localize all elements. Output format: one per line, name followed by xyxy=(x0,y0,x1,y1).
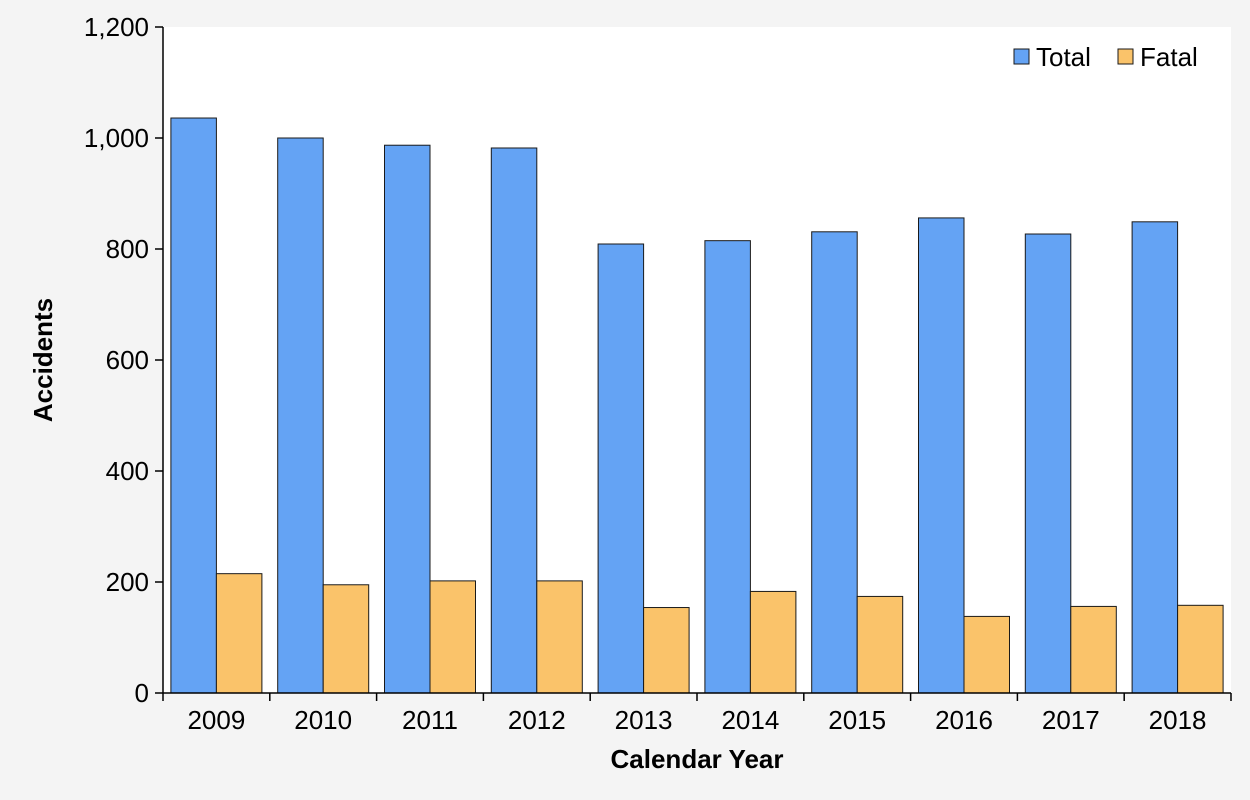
x-tick-label: 2009 xyxy=(187,705,245,735)
y-tick-label: 800 xyxy=(106,234,149,264)
y-tick-label: 1,000 xyxy=(84,123,149,153)
y-tick-label: 400 xyxy=(106,456,149,486)
x-tick-label: 2014 xyxy=(721,705,779,735)
bar-total-2009 xyxy=(170,117,217,694)
y-tick-label: 200 xyxy=(106,567,149,597)
legend-label-total: Total xyxy=(1036,42,1091,72)
bar-fatal-2009 xyxy=(215,573,263,694)
legend-swatch-fatal xyxy=(1117,48,1134,65)
bar-fatal-2012 xyxy=(536,580,583,694)
x-tick-label: 2013 xyxy=(615,705,673,735)
x-tick-label: 2012 xyxy=(508,705,566,735)
bar-fatal-2011 xyxy=(429,580,476,694)
bar-total-2010 xyxy=(277,137,324,694)
bar-total-2015 xyxy=(811,231,858,694)
x-tick-label: 2015 xyxy=(828,705,886,735)
bars-group xyxy=(170,117,1224,694)
bar-fatal-2013 xyxy=(643,607,690,694)
y-ticks-group: 0 200 400 600 800 1,000 1,200 xyxy=(84,12,163,708)
y-tick-label: 1,200 xyxy=(84,12,149,42)
bar-total-2013 xyxy=(597,243,645,694)
bar-fatal-2017 xyxy=(1070,605,1117,694)
x-ticks-group: 2009 2010 2011 2012 2013 2014 2015 2016 2017 2018 xyxy=(162,693,1232,735)
y-tick-label: 0 xyxy=(135,678,149,708)
x-tick-label: 2017 xyxy=(1042,705,1100,735)
bar-total-2018 xyxy=(1131,221,1179,694)
bar-total-2014 xyxy=(704,240,751,694)
y-axis-title: Accidents xyxy=(28,298,58,422)
bar-fatal-2018 xyxy=(1177,604,1224,694)
x-tick-label: 2011 xyxy=(402,705,458,735)
legend-label-fatal: Fatal xyxy=(1140,42,1198,72)
bar-fatal-2016 xyxy=(963,615,1010,694)
x-axis-title: Calendar Year xyxy=(611,744,784,774)
bar-fatal-2010 xyxy=(322,584,370,694)
bar-total-2012 xyxy=(490,147,538,694)
legend-swatch-total xyxy=(1013,48,1030,65)
x-tick-label: 2010 xyxy=(294,705,352,735)
y-tick-label: 600 xyxy=(106,345,149,375)
bar-total-2017 xyxy=(1024,233,1072,694)
bar-fatal-2014 xyxy=(749,590,797,694)
legend: Total Fatal xyxy=(1013,42,1198,72)
x-tick-label: 2016 xyxy=(935,705,993,735)
bar-total-2016 xyxy=(918,217,965,694)
x-tick-label: 2018 xyxy=(1149,705,1207,735)
bar-total-2011 xyxy=(384,144,431,694)
bar-fatal-2015 xyxy=(856,595,904,694)
